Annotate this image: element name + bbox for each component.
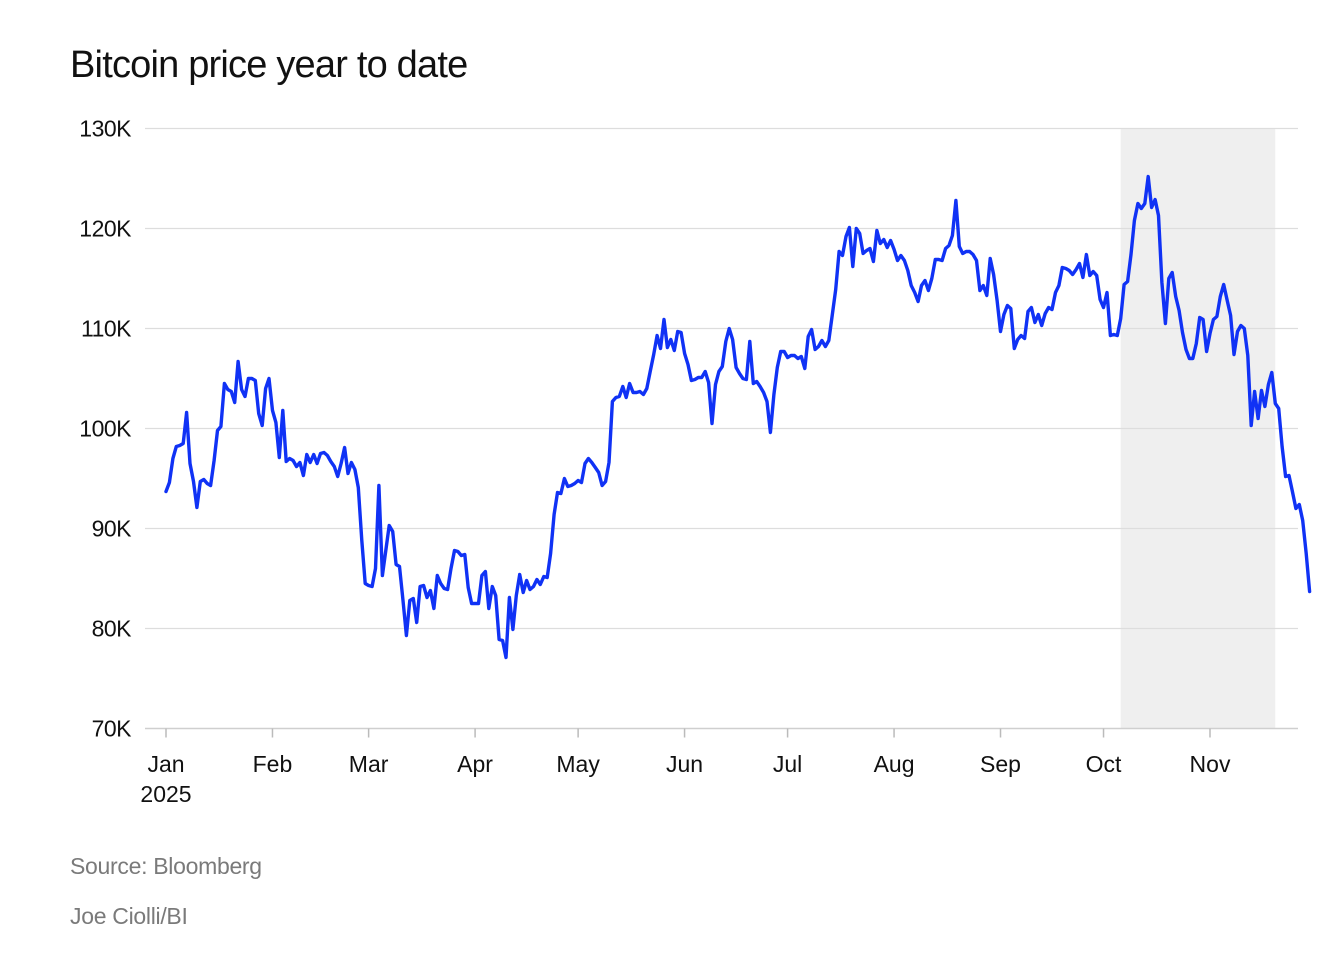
x-tick-label: Sep [980,751,1021,777]
y-tick-label: 130K [79,116,132,142]
x-tick-label: Oct [1086,751,1122,777]
chart-title: Bitcoin price year to date [70,44,468,86]
y-tick-label: 120K [79,216,132,242]
x-tick-label: Jul [773,751,802,777]
x-tick-label: Aug [874,751,915,777]
y-tick-label: 110K [81,316,132,342]
source-note: Source: Bloomberg [70,853,262,879]
y-tick-label: 90K [92,516,133,542]
y-axis-tick-labels: 130K 120K 110K 100K 90K 80K 70K [79,116,132,742]
x-tick-label: May [556,751,600,777]
y-tick-label: 100K [79,416,132,442]
x-tick-label: Apr [457,751,493,777]
x-tick-label: Mar [349,751,389,777]
x-tick-sublabel: 2025 [140,781,191,807]
x-tick-label: Nov [1190,751,1231,777]
gridlines [145,127,1298,630]
y-tick-label: 70K [92,716,133,742]
x-tick-label: Jun [666,751,703,777]
credit-note: Joe Ciolli/BI [70,903,188,929]
x-axis-ticks: Jan 2025 Feb Mar Apr May Jun Jul Aug Sep Oct Nov [140,728,1231,807]
x-tick-label: Jan [147,751,184,777]
bitcoin-price-line [164,174,1312,660]
x-tick-label: Feb [253,751,293,777]
y-tick-label: 80K [92,616,133,642]
